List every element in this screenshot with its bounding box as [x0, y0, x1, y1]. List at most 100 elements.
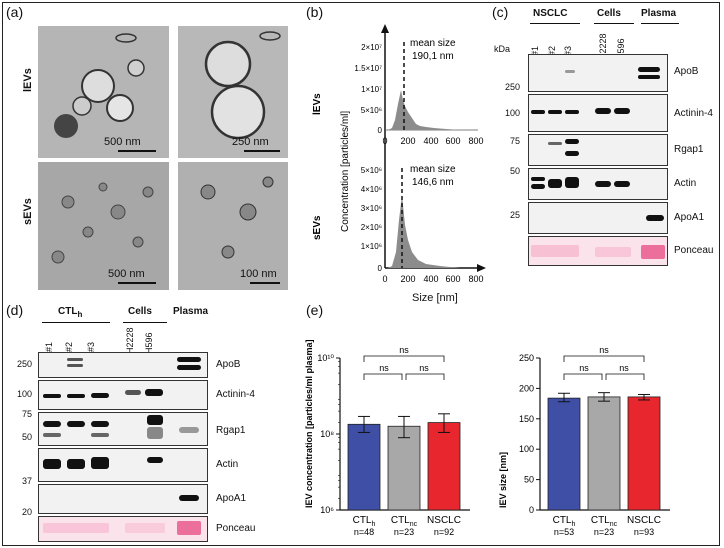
- significance-bracket: [605, 373, 645, 380]
- blot-d-lane: H596: [144, 332, 154, 354]
- nta-bottom-ytick: 4×10⁶: [361, 185, 382, 194]
- tem-image-levs-1: 500 nm: [38, 26, 169, 158]
- significance-bracket: [563, 373, 603, 380]
- blot-d-rgap1: [38, 412, 208, 446]
- significance-bracket: [405, 373, 445, 380]
- blot-d-label-actinin4: Actinin-4: [216, 389, 255, 400]
- nta-bottom-mean-value: 146,6 nm: [412, 177, 454, 188]
- panel-d-label: (d): [6, 302, 24, 318]
- n-label: n=23: [594, 527, 614, 537]
- nta-top-xtick: 200: [400, 136, 415, 146]
- x-tick-label: CTLh: [353, 515, 376, 528]
- blot-d-actinin4: [38, 380, 208, 410]
- x-tick-label: NSCLC: [627, 515, 661, 526]
- scalebar-label: 250 nm: [232, 136, 269, 148]
- blot-d-group-plasma: Plasma: [173, 306, 209, 317]
- y-tick-label: 50: [524, 475, 534, 485]
- significance-bracket: [563, 355, 645, 362]
- blot-c-label-actin: Actin: [674, 178, 697, 189]
- nta-top-xtick: 400: [423, 136, 438, 146]
- x-tick-label: CTLh: [553, 515, 576, 528]
- significance-bracket: [363, 373, 403, 380]
- significance-label: ns: [419, 363, 429, 373]
- nta-bottom-xtick: 800: [468, 274, 483, 284]
- n-label: n=92: [434, 527, 454, 537]
- nta-top-ytick: 2×10⁷: [361, 43, 382, 52]
- significance-label: ns: [579, 363, 589, 373]
- blot-d-lane: #1: [44, 341, 54, 352]
- tem-vesicles: [54, 33, 145, 138]
- nta-top-ytick: 1.5×10⁷: [354, 64, 382, 73]
- nta-bottom-mean-label: mean size: [410, 164, 456, 175]
- blot-d-marker: 37: [21, 476, 32, 486]
- blot-d-ponceau: [38, 516, 208, 542]
- blot-d-marker: 100: [16, 389, 32, 399]
- panel-a-label: (a): [6, 4, 24, 20]
- blot-d-actin: [38, 448, 208, 482]
- blot-c-group-line: [530, 23, 580, 24]
- nta-row-label-sevs: sEVs: [312, 215, 323, 240]
- blot-c-ponceau: [528, 236, 668, 266]
- y-tick-label: 10⁸: [320, 429, 334, 439]
- significance-label: ns: [379, 363, 389, 373]
- blot-c-group-line: [594, 23, 634, 24]
- blot-d-group-line: [123, 322, 167, 323]
- blot-c-label-actinin4: Actinin-4: [674, 108, 713, 119]
- nta-y-arrow: [381, 24, 389, 33]
- significance-label: ns: [399, 345, 409, 355]
- y-tick-label: 10¹⁰: [317, 353, 334, 363]
- tem-vesicles: [204, 31, 281, 140]
- bar: [547, 397, 581, 511]
- nta-bottom-xtick: 0: [382, 274, 387, 284]
- blot-c-marker: 100: [504, 108, 520, 118]
- scalebar-label: 500 nm: [108, 268, 145, 280]
- nta-bottom-xtick: 200: [400, 274, 415, 284]
- nta-bottom-ytick: 1×10⁶: [361, 242, 382, 251]
- nta-top-distribution: [388, 90, 460, 130]
- nta-row-label-levs: lEVs: [312, 93, 323, 115]
- nta-bottom-ytick: 2×10⁶: [361, 223, 382, 232]
- bar: [387, 425, 421, 511]
- panel-b-label: (b): [306, 4, 324, 20]
- blot-c-apoa1: [528, 202, 668, 234]
- y-tick-label: 100: [519, 444, 534, 454]
- blot-c-group-line: [641, 23, 679, 24]
- blot-c-label-rgap1: Rgap1: [674, 144, 704, 155]
- blot-c-actin: [528, 168, 668, 200]
- bar: [627, 396, 661, 511]
- nta-top-histogram: mean size 190,1 nm 2×10⁷ 1.5×10⁷ 1×10⁷ 5…: [354, 38, 483, 146]
- n-label: n=23: [394, 527, 414, 537]
- scalebar-line: [118, 282, 156, 284]
- blot-d-lane: #3: [86, 341, 96, 352]
- blot-c-group-plasma: Plasma: [641, 8, 677, 19]
- blot-c-label-apob: ApoB: [674, 66, 699, 77]
- y-axis-label: lEV size [nm]: [498, 452, 508, 508]
- blot-c-marker: 50: [509, 166, 520, 176]
- significance-label: ns: [599, 345, 609, 355]
- blot-d-group-cells: Cells: [128, 306, 152, 317]
- blot-d-group-line: [42, 322, 110, 323]
- x-tick-label: NSCLC: [427, 515, 461, 526]
- n-label: n=48: [354, 527, 374, 537]
- blot-d-marker: 50: [21, 432, 32, 442]
- nta-bottom-histogram: mean size 146,6 nm 5×10⁶ 4×10⁶ 3×10⁶ 2×1…: [361, 164, 484, 284]
- blot-c-actinin4: [528, 94, 668, 132]
- panel-a-row-label-levs: lEVs: [22, 68, 34, 92]
- blot-d-label-apob: ApoB: [216, 359, 241, 370]
- blot-c-group-cells: Cells: [597, 8, 621, 19]
- tem-vesicles: [200, 176, 274, 259]
- blot-d-marker: 75: [21, 409, 32, 419]
- nta-top-ytick: 0: [378, 126, 383, 135]
- nta-bottom-ytick: 3×10⁶: [361, 204, 382, 213]
- blot-d-apoa1: [38, 484, 208, 514]
- nta-top-mean-value: 190,1 nm: [412, 51, 454, 62]
- blot-d-label-apoa1: ApoA1: [216, 493, 247, 504]
- panel-e-label: (e): [306, 302, 324, 318]
- blot-c-rgap1: [528, 134, 668, 166]
- nta-top-xtick: 600: [445, 136, 460, 146]
- blot-d-lane: #2: [64, 341, 74, 352]
- blot-d-label-actin: Actin: [216, 459, 239, 470]
- nta-top-ytick: 1×10⁷: [361, 85, 382, 94]
